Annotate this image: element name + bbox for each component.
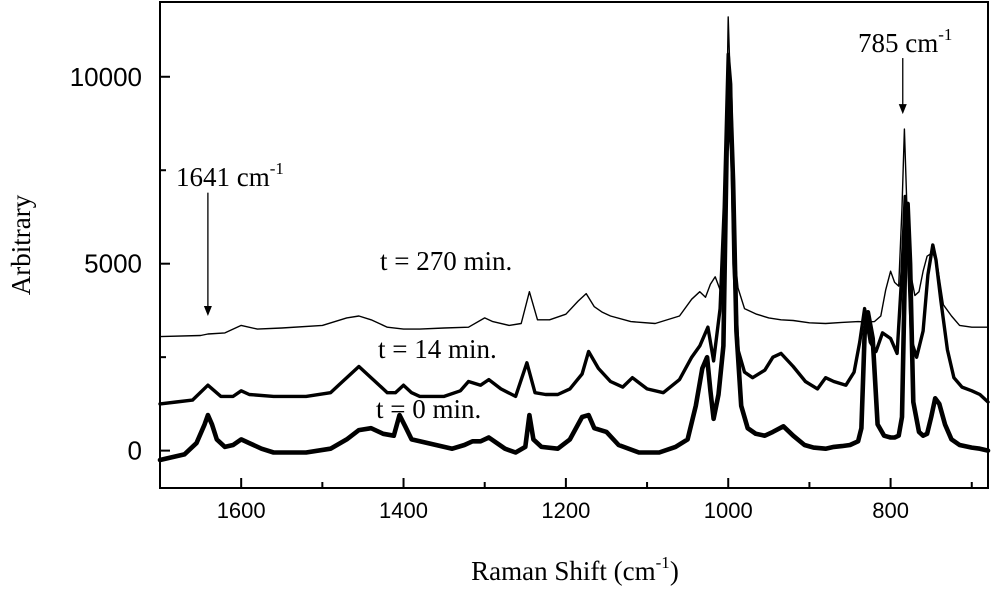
y-axis-label: Arbitrary — [6, 194, 36, 295]
series-layer — [157, 16, 991, 463]
x-axis-label: Raman Shift (cm-1) — [471, 553, 679, 586]
y-tick-label: 10000 — [70, 62, 142, 92]
series-label-270: t = 270 min. — [380, 246, 512, 276]
x-tick-label: 1400 — [379, 498, 428, 523]
annotation-785: 785 cm-1 — [858, 25, 952, 58]
x-axis-ticks: 1600 1400 1200 1000 800 — [159, 478, 973, 523]
annotation-layer: 1641 cm-1 785 cm-1 — [176, 25, 952, 317]
annotation-arrowhead — [203, 306, 212, 317]
series-line-2 — [157, 85, 991, 463]
plot-frame — [159, 1, 989, 489]
x-tick-label: 1600 — [217, 498, 266, 523]
x-tick-label: 1000 — [704, 498, 753, 523]
x-tick-label: 1200 — [541, 498, 590, 523]
series-label-0: t = 0 min. — [376, 394, 481, 424]
annotation-1641: 1641 cm-1 — [176, 159, 284, 192]
y-axis-ticks: 0 5000 10000 — [70, 62, 170, 466]
series-line-1 — [158, 52, 990, 406]
y-tick-label: 0 — [128, 436, 142, 466]
y-tick-label: 5000 — [84, 249, 142, 279]
series-label-14: t = 14 min. — [378, 334, 497, 364]
x-tick-label: 800 — [872, 498, 909, 523]
series-line-0 — [159, 16, 989, 338]
annotation-arrowhead — [898, 104, 907, 115]
